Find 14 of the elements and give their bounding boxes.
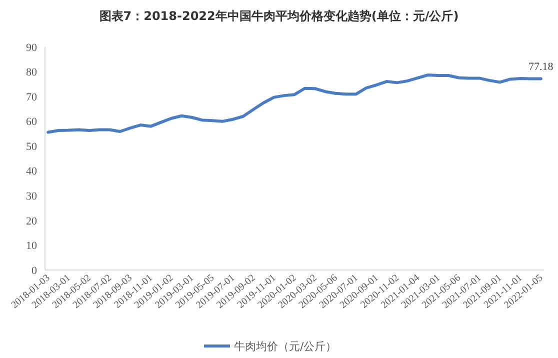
y-tick-label: 50	[26, 140, 38, 153]
chart-title: 图表7：2018-2022年中国牛肉平均价格变化趋势(单位：元/公斤)	[99, 9, 459, 23]
y-tick-label: 90	[26, 42, 38, 54]
line-series	[46, 74, 542, 134]
y-tick-label: 70	[26, 91, 38, 104]
y-tick-label: 60	[26, 116, 38, 128]
y-tick-label: 80	[26, 66, 38, 79]
y-tick-label: 30	[26, 190, 38, 203]
y-tick-label: 0	[32, 264, 38, 277]
legend-label: 牛肉均价（元/公斤）	[234, 340, 337, 353]
y-tick-label: 20	[26, 215, 38, 228]
y-tick-label: 40	[26, 166, 38, 178]
y-tick-label: 10	[26, 240, 38, 252]
data-label: 77.18	[528, 60, 554, 73]
